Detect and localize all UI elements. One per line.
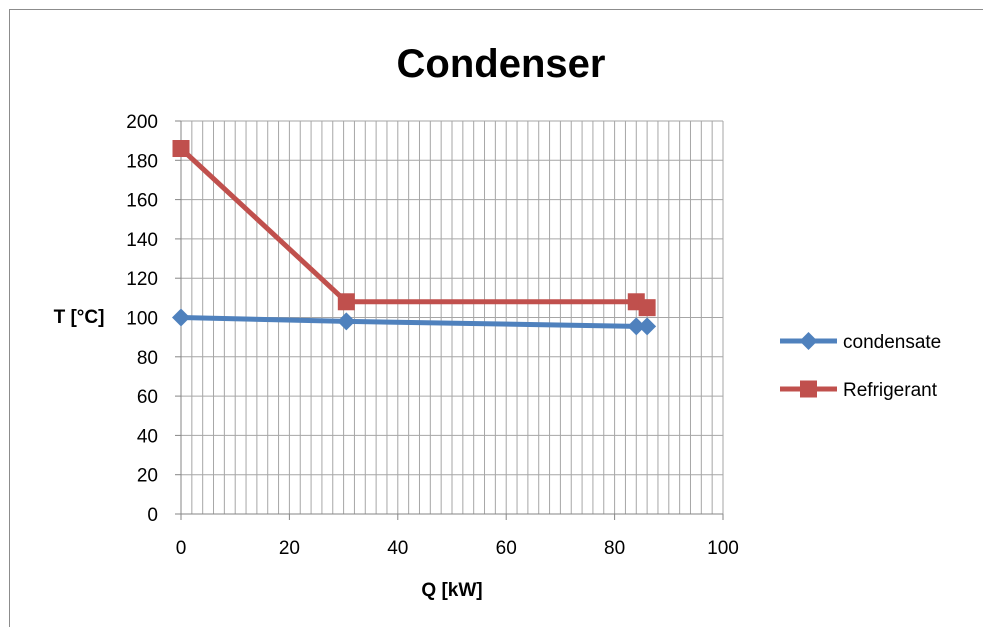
data-point-condensate: [172, 308, 190, 327]
x-tick-label: 60: [496, 538, 517, 559]
series-line-refrigerant: [179, 146, 649, 310]
legend-label: Refrigerant: [843, 380, 938, 401]
data-point-condensate: [627, 317, 646, 336]
legend-swatch-marker: [800, 380, 817, 398]
legend-item-refrigerant: Refrigerant: [780, 380, 938, 401]
y-tick-label: 0: [147, 505, 158, 526]
data-point-condensate: [638, 317, 657, 336]
x-tick-label: 80: [604, 538, 625, 559]
y-tick-label: 120: [126, 269, 158, 290]
y-tick-label: 200: [126, 112, 158, 133]
x-tick-label: 0: [176, 538, 187, 559]
data-point-condensate: [337, 312, 356, 331]
x-tick-label: 20: [279, 538, 300, 559]
legend-swatch-marker: [799, 332, 818, 350]
data-point-refrigerant: [337, 293, 355, 311]
tick-labels: 0 20 40 60 80 100 120 140 160 180 200 0 20 40 60 80 100: [126, 112, 739, 559]
series-group: [172, 140, 657, 336]
data-point-refrigerant: [638, 299, 656, 317]
y-axis-label: T [°C]: [54, 307, 105, 328]
y-tick-label: 20: [137, 466, 158, 487]
x-tick-label: 100: [707, 538, 739, 559]
y-tick-label: 140: [126, 230, 158, 251]
legend: condensate Refrigerant: [780, 332, 941, 401]
chart-title: Condenser: [397, 42, 606, 86]
legend-item-condensate: condensate: [780, 332, 941, 353]
y-tick-label: 100: [126, 309, 158, 330]
y-tick-label: 160: [126, 191, 158, 212]
y-tick-label: 60: [137, 387, 158, 408]
series-line-condensate: [180, 315, 648, 329]
series-condensate: [172, 308, 657, 336]
y-tick-label: 180: [126, 151, 158, 172]
y-tick-label: 80: [137, 348, 158, 369]
x-tick-label: 40: [387, 538, 408, 559]
data-point-refrigerant: [172, 140, 190, 158]
legend-label: condensate: [843, 332, 941, 353]
y-tick-label: 40: [137, 426, 158, 447]
series-refrigerant: [172, 140, 656, 317]
x-axis-label: Q [kW]: [421, 580, 482, 601]
